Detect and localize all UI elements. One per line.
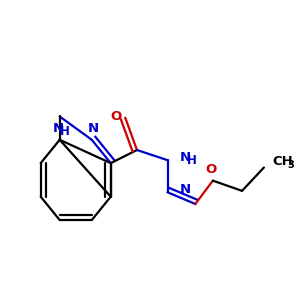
Text: H: H [60, 124, 70, 137]
Text: N: N [88, 122, 99, 135]
Text: O: O [206, 163, 217, 176]
Text: CH: CH [273, 155, 293, 168]
Text: N: N [180, 151, 191, 164]
Text: N: N [53, 122, 64, 135]
Text: 3: 3 [287, 160, 294, 170]
Text: H: H [187, 154, 197, 167]
Text: O: O [110, 110, 122, 123]
Text: N: N [180, 183, 191, 196]
